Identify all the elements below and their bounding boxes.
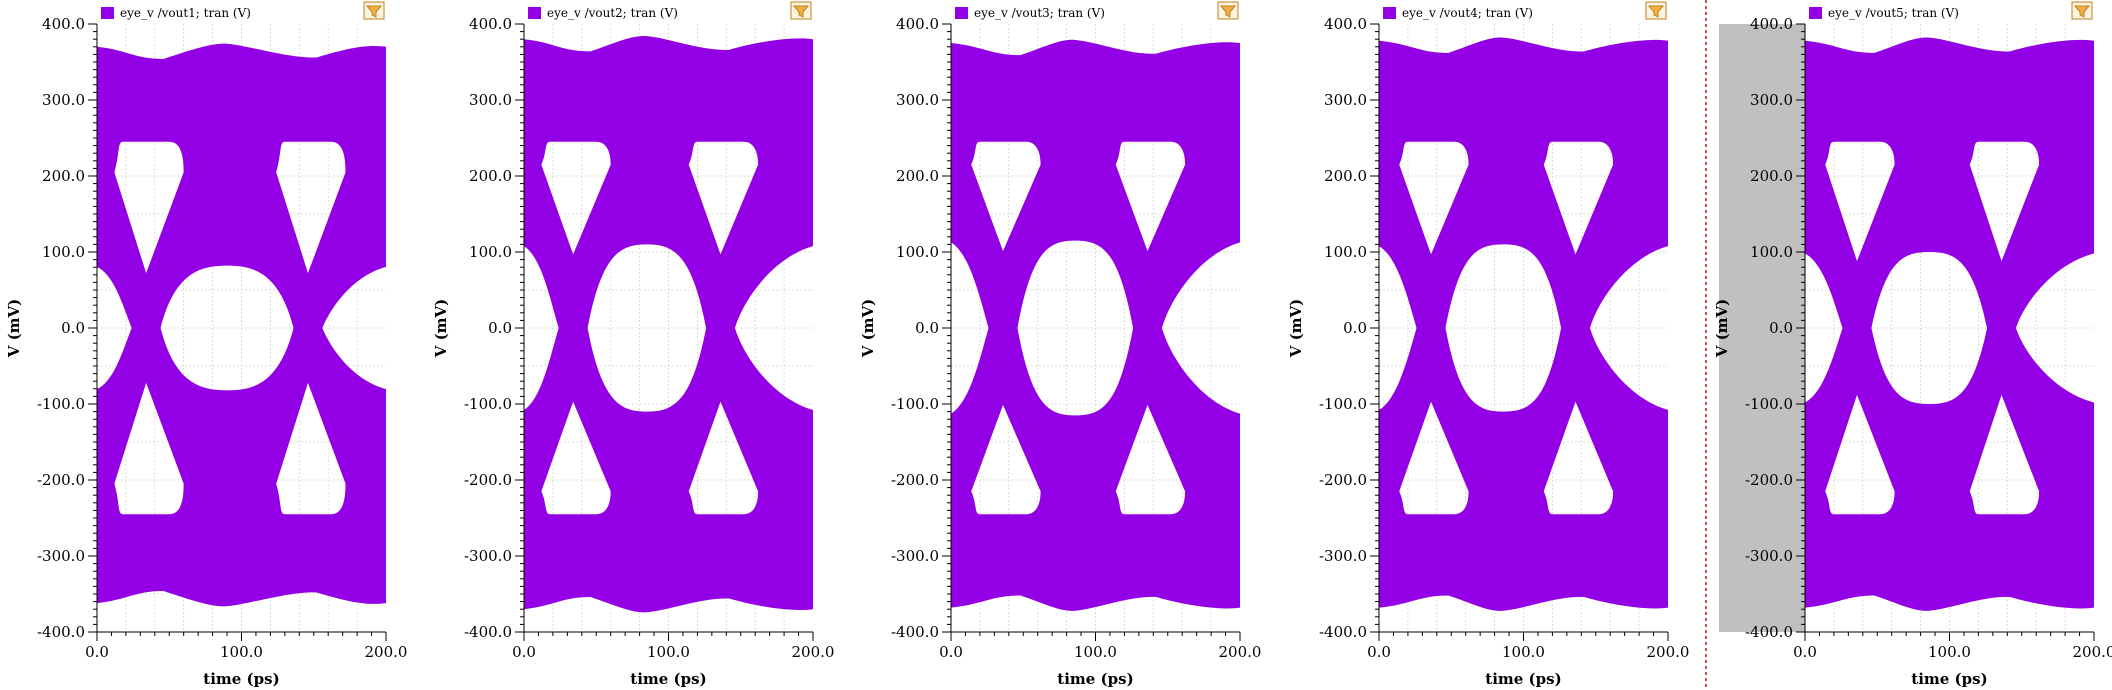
y-tick-label: 300.0 — [469, 91, 512, 109]
x-tick-label: 200.0 — [365, 643, 408, 661]
x-tick-label: 200.0 — [1647, 643, 1690, 661]
y-tick-label: 300.0 — [896, 91, 939, 109]
x-axis-title-5: time (ps) — [1911, 670, 1987, 688]
x-axis-title-2: time (ps) — [630, 670, 706, 688]
filter-funnel-icon[interactable] — [363, 1, 385, 20]
y-tick-label: -200.0 — [891, 471, 939, 489]
y-tick-label: -300.0 — [891, 547, 939, 565]
y-tick-label: -100.0 — [37, 395, 85, 413]
chart-panel-1: 400.0 300.0 200.0 100.0 0.0 -100.0 -200.0 -300.… — [5, 1, 408, 688]
y-tick-label: 100.0 — [469, 243, 512, 261]
y-tick-label: -400.0 — [1745, 623, 1793, 641]
legend-label-3[interactable]: eye_v /vout3; tran (V) — [974, 6, 1105, 20]
y-tick-label: -300.0 — [1745, 547, 1793, 565]
legend-label-2[interactable]: eye_v /vout2; tran (V) — [547, 6, 678, 20]
y-tick-label: -100.0 — [1745, 395, 1793, 413]
y-tick-label: 100.0 — [1324, 243, 1367, 261]
eye-trace-1 — [97, 43, 386, 607]
y-tick-label: 300.0 — [1324, 91, 1367, 109]
y-tick-label: 400.0 — [42, 15, 85, 33]
filter-funnel-icon[interactable] — [1217, 1, 1239, 20]
chart-panel-4: 400.0 300.0 200.0 100.0 0.0 -100.0 -200.0 -300.… — [1287, 1, 1690, 688]
y-axis-title-5: V (mV) — [1713, 299, 1731, 359]
y-tick-label: 400.0 — [1324, 15, 1367, 33]
y-tick-label: -400.0 — [1319, 623, 1367, 641]
legend-label-1[interactable]: eye_v /vout1; tran (V) — [120, 6, 251, 20]
y-tick-label: 400.0 — [469, 15, 512, 33]
x-tick-label: 0.0 — [1367, 643, 1391, 661]
x-tick-label: 200.0 — [1219, 643, 1262, 661]
y-tick-label: -400.0 — [37, 623, 85, 641]
x-tick-label: 100.0 — [220, 643, 263, 661]
x-axis-title-4: time (ps) — [1485, 670, 1561, 688]
eye-trace-2 — [524, 35, 813, 613]
y-tick-label: -300.0 — [464, 547, 512, 565]
y-tick-label: 200.0 — [42, 167, 85, 185]
eye-trace-5 — [1805, 37, 2094, 611]
x-tick-label: 0.0 — [1793, 643, 1817, 661]
legend-swatch-icon — [1383, 7, 1396, 19]
y-tick-label: 0.0 — [1343, 319, 1367, 337]
y-tick-label: 300.0 — [1750, 91, 1793, 109]
x-tick-label: 100.0 — [1074, 643, 1117, 661]
y-tick-label: -100.0 — [464, 395, 512, 413]
y-tick-label: 400.0 — [896, 15, 939, 33]
filter-funnel-icon[interactable] — [1645, 1, 1667, 20]
y-tick-label: -400.0 — [464, 623, 512, 641]
x-tick-label: 100.0 — [1502, 643, 1545, 661]
eye-trace-3 — [951, 39, 1240, 611]
x-axis-title-1: time (ps) — [203, 670, 279, 688]
selected-axis-band-5[interactable] — [1719, 24, 1805, 632]
y-tick-label: -300.0 — [37, 547, 85, 565]
x-axis-title-3: time (ps) — [1057, 670, 1133, 688]
y-axis-title-2: V (mV) — [432, 299, 450, 359]
chart-panel-2: 400.0 300.0 200.0 100.0 0.0 -100.0 -200.0 -300.… — [432, 1, 835, 688]
y-tick-label: 0.0 — [915, 319, 939, 337]
legend-swatch-icon — [528, 7, 541, 19]
y-tick-label: 100.0 — [896, 243, 939, 261]
y-tick-label: 100.0 — [1750, 243, 1793, 261]
legend-swatch-icon — [101, 7, 114, 19]
y-axis-title-3: V (mV) — [859, 299, 877, 359]
y-tick-label: 400.0 — [1750, 15, 1793, 33]
chart-panel-5: 400.0 300.0 200.0 100.0 0.0 -100.0 -200.0 -300.… — [1713, 1, 2112, 688]
y-tick-label: -200.0 — [37, 471, 85, 489]
y-tick-label: 100.0 — [42, 243, 85, 261]
y-tick-label: 0.0 — [1769, 319, 1793, 337]
eye-trace-4 — [1379, 37, 1668, 611]
filter-funnel-icon[interactable] — [2071, 1, 2093, 20]
x-tick-label: 0.0 — [939, 643, 963, 661]
x-tick-label: 200.0 — [2073, 643, 2112, 661]
y-tick-label: 200.0 — [1750, 167, 1793, 185]
legend-label-5[interactable]: eye_v /vout5; tran (V) — [1828, 6, 1959, 20]
y-tick-label: -200.0 — [1745, 471, 1793, 489]
y-tick-label: 200.0 — [896, 167, 939, 185]
x-tick-label: 100.0 — [1928, 643, 1971, 661]
y-tick-label: -200.0 — [464, 471, 512, 489]
y-tick-label: -200.0 — [1319, 471, 1367, 489]
y-tick-label: -100.0 — [891, 395, 939, 413]
y-tick-label: 0.0 — [61, 319, 85, 337]
y-axis-title-4: V (mV) — [1287, 299, 1305, 359]
y-tick-label: 200.0 — [1324, 167, 1367, 185]
y-tick-label: 300.0 — [42, 91, 85, 109]
y-axis-title-1: V (mV) — [5, 299, 23, 359]
y-tick-label: -400.0 — [891, 623, 939, 641]
x-tick-label: 0.0 — [512, 643, 536, 661]
y-tick-label: 200.0 — [469, 167, 512, 185]
filter-funnel-icon[interactable] — [790, 1, 812, 20]
y-tick-label: -300.0 — [1319, 547, 1367, 565]
y-tick-label: -100.0 — [1319, 395, 1367, 413]
legend-swatch-icon — [1809, 7, 1822, 19]
x-tick-label: 200.0 — [792, 643, 835, 661]
y-tick-label: 0.0 — [488, 319, 512, 337]
x-tick-label: 0.0 — [85, 643, 109, 661]
x-tick-label: 100.0 — [647, 643, 690, 661]
legend-swatch-icon — [955, 7, 968, 19]
chart-panel-3: 400.0 300.0 200.0 100.0 0.0 -100.0 -200.0 -300.… — [859, 1, 1262, 688]
legend-label-4[interactable]: eye_v /vout4; tran (V) — [1402, 6, 1533, 20]
